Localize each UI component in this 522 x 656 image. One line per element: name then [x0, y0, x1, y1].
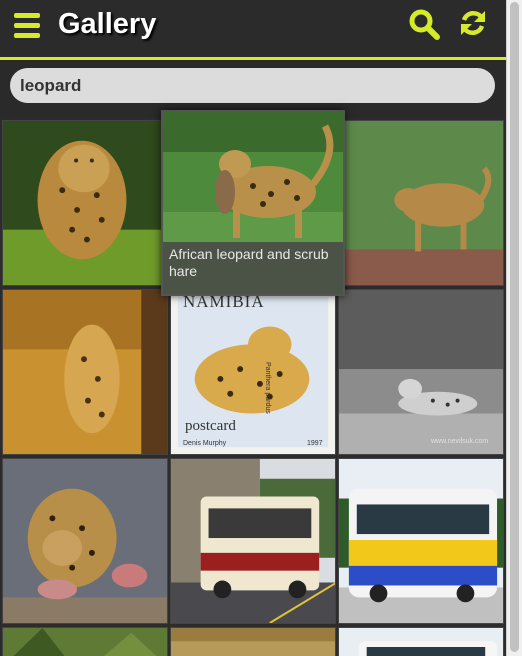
- app-header: Gallery: [0, 0, 506, 60]
- stamp-year: 1997: [307, 440, 323, 447]
- watermark-text: www.nevilsuk.com: [431, 438, 489, 445]
- menu-icon[interactable]: [14, 13, 40, 39]
- scrollbar[interactable]: [506, 0, 522, 656]
- gallery-thumbnail[interactable]: [170, 458, 336, 624]
- search-bar: [0, 60, 506, 110]
- stamp-artist: Denis Murphy: [183, 440, 227, 447]
- postage-stamp-thumbnail[interactable]: NAMIBIA postcard Denis Murphy 1997 Panth…: [170, 289, 336, 455]
- scrollbar-thumb[interactable]: [510, 2, 519, 652]
- stamp-country: NAMIBIA: [183, 292, 265, 311]
- hovered-thumbnail[interactable]: African leopard and scrub hare: [161, 110, 345, 296]
- gallery-thumbnail[interactable]: [343, 120, 504, 286]
- gallery-thumbnail[interactable]: www.nevilsuk.com: [338, 289, 504, 455]
- gallery-thumbnail[interactable]: [2, 627, 168, 656]
- search-icon[interactable]: [408, 8, 440, 40]
- gallery-thumbnail[interactable]: [338, 627, 504, 656]
- gallery-thumbnail[interactable]: [170, 627, 336, 656]
- stamp-label: postcard: [185, 418, 236, 434]
- gallery-thumbnail[interactable]: [2, 458, 168, 624]
- gallery-thumbnail[interactable]: [2, 289, 168, 455]
- gallery-thumbnail[interactable]: [2, 120, 162, 286]
- image-caption: African leopard and scrub hare: [163, 242, 343, 294]
- stamp-species: Panthera pardus: [264, 362, 271, 414]
- page-title: Gallery: [58, 8, 157, 40]
- gallery-thumbnail[interactable]: [338, 458, 504, 624]
- refresh-icon[interactable]: [458, 8, 488, 38]
- search-input[interactable]: [10, 68, 495, 103]
